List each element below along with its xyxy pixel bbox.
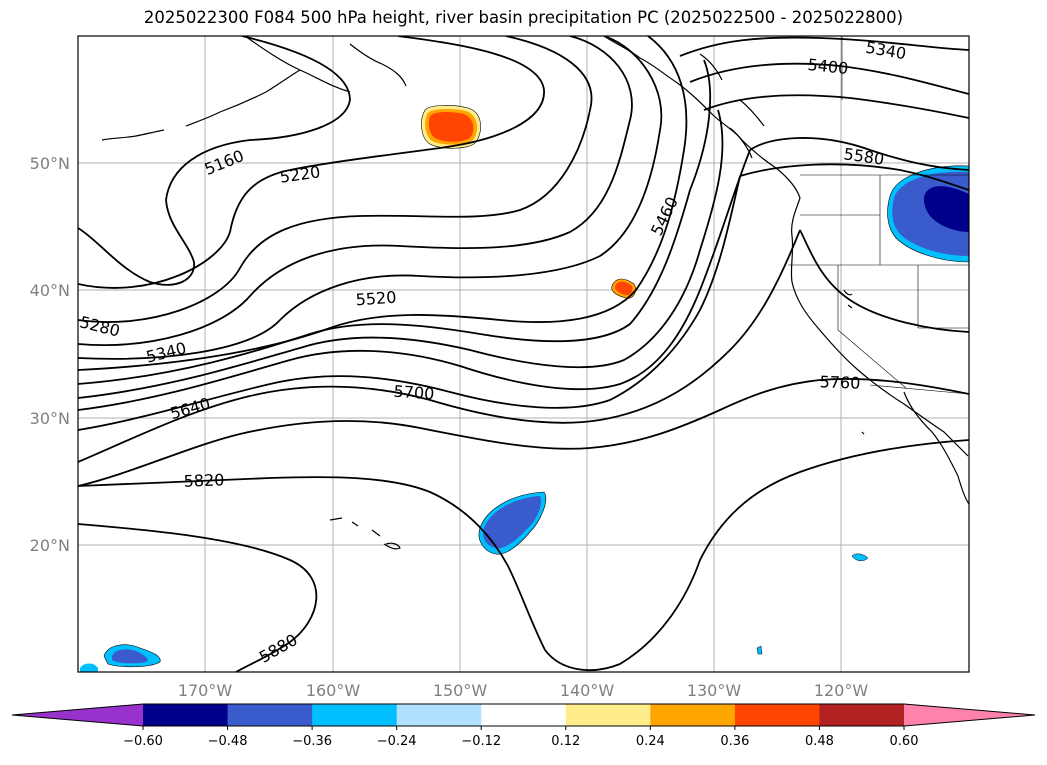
colorbar-extend-high [904,704,1035,726]
lon-label-140w: 140°W [560,681,615,700]
contour-5280 [78,36,593,323]
precip-shading [80,105,969,672]
lon-label-160w: 160°W [306,681,361,700]
colorbar-cell [227,704,313,726]
colorbar-tick-label: −0.12 [461,734,501,749]
contour-label-5400: 5400 [807,55,849,78]
colorbar-extend-low [12,704,143,726]
colorbar-cell [396,704,482,726]
contour-5400-right [689,62,969,95]
political-borders [788,36,969,395]
contour-label-5760: 5760 [819,372,860,392]
colorbar-tick-label: −0.48 [208,734,248,749]
contour-5640 [78,163,969,431]
lon-label-150w: 150°W [433,681,488,700]
colorbar-cell [734,704,820,726]
colorbar-tick-label: 0.60 [890,734,919,749]
figure-title: 2025022300 F084 500 hPa height, river ba… [143,8,904,27]
lat-label-20n: 20°N [30,536,70,555]
colorbar-tick-label: 0.24 [636,734,665,749]
lon-label-130w: 130°W [687,681,742,700]
contour-5520 [78,59,712,385]
contour-5160 [78,36,351,286]
colorbar-cell [819,704,905,726]
map-border [77,35,970,673]
lat-label-50n: 50°N [30,154,70,173]
colorbar-cell [650,704,736,726]
coastlines [101,36,969,550]
lat-label-30n: 30°N [30,409,70,428]
gridlines [78,36,969,672]
colorbar-tick-label: −0.36 [292,734,332,749]
contour-5760 [78,378,969,487]
colorbar: −0.60 −0.48 −0.36 −0.24 −0.12 0.12 0.24 0.36 0.4… [11,703,1036,749]
colorbar-cell [481,704,567,726]
colorbar-tick-label: 0.48 [805,734,834,749]
contour-5580 [78,137,969,411]
map-area [78,36,969,672]
contour-5340 [78,36,633,346]
height-contours [78,36,969,672]
colorbar-cell [143,704,229,726]
contour-5220 [78,36,545,289]
contour-label-5700: 5700 [393,382,435,404]
contour-5340-right [679,36,969,57]
latitude-labels: 50°N 40°N 30°N 20°N [30,154,70,555]
longitude-labels: 170°W 160°W 150°W 140°W 130°W 120°W [178,681,869,700]
colorbar-tick-label: −0.60 [123,734,163,749]
contour-label-5520: 5520 [355,288,397,310]
colorbar-cell [312,704,398,726]
contour-north-3 [703,94,969,119]
lat-label-40n: 40°N [30,281,70,300]
colorbar-tick-label: −0.24 [377,734,417,749]
colorbar-cell [565,704,651,726]
contour-5700 [78,229,969,463]
contour-label-5820: 5820 [183,470,224,490]
colorbar-tick-label: 0.12 [551,734,580,749]
colorbar-tick-label: 0.36 [720,734,749,749]
contour-5820 [78,439,969,671]
contour-5880 [78,523,318,672]
lon-label-170w: 170°W [178,681,233,700]
lon-label-120w: 120°W [814,681,869,700]
contour-5400 [78,36,663,360]
contour-5580-a [78,109,724,399]
